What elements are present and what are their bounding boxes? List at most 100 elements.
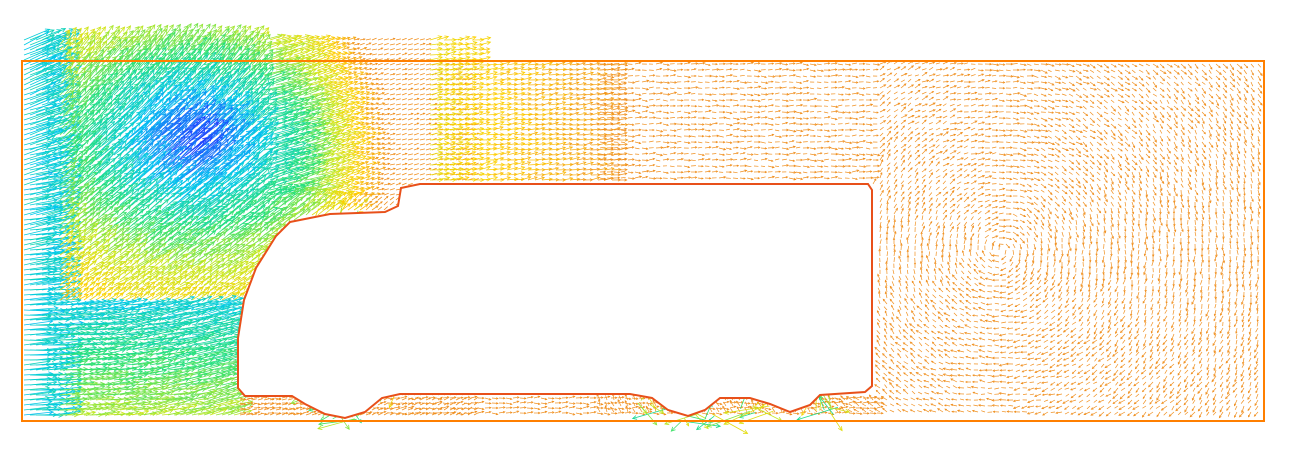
velocity-vector-head [217,78,223,84]
velocity-vector-head [130,61,136,67]
velocity-vector-head [188,28,194,34]
velocity-vector-head [369,72,372,76]
velocity-vector-head [125,64,131,70]
velocity-vector [383,48,389,51]
velocity-vector [29,47,56,61]
velocity-vector [407,37,413,41]
velocity-vector [335,56,346,61]
velocity-vector [365,88,372,91]
velocity-vector [149,34,163,51]
velocity-vector [71,37,84,51]
velocity-vector-head [212,79,218,85]
velocity-vector [401,88,407,91]
velocity-vector-head [152,30,158,36]
velocity-vector [395,168,401,171]
velocity-vector [275,92,296,101]
velocity-vector [203,69,221,91]
velocity-vector-head [318,83,324,88]
velocity-vector-head [311,72,318,77]
velocity-vector-head [265,81,271,87]
velocity-vector-head [352,36,357,40]
velocity-vector [377,78,383,81]
velocity-vector-head [352,61,357,65]
velocity-vector-head [146,29,151,35]
velocity-vector [353,62,363,66]
velocity-vector-head [297,86,303,91]
velocity-vector [401,178,407,181]
velocity-vector [221,78,241,101]
velocity-vector [335,77,348,81]
velocity-vector-head [152,34,158,40]
velocity-vector-head [190,44,196,50]
velocity-vector-head [66,50,72,56]
velocity-vector [329,55,341,61]
velocity-vector-head [236,32,241,38]
velocity-vector-head [129,44,135,50]
velocity-vector [395,178,401,181]
velocity-vector-head [369,87,373,91]
velocity-vector-head [246,65,252,71]
velocity-vector-head [132,69,138,74]
velocity-vector-head [66,37,72,43]
velocity-vector-head [393,73,396,76]
velocity-vector [407,43,413,46]
velocity-vector [413,158,419,161]
velocity-vector [407,62,413,66]
velocity-vector-head [258,67,264,73]
velocity-vector-head [369,67,373,71]
velocity-vector-head [91,34,96,40]
velocity-vector-head [126,25,132,31]
velocity-vector-head [314,35,320,40]
velocity-vector [401,123,407,126]
velocity-vector [395,133,401,136]
velocity-vector [407,167,413,171]
velocity-vector [35,62,61,76]
velocity-vector [365,92,375,96]
velocity-vector [425,53,431,56]
velocity-vector [155,28,168,46]
velocity-vector [359,47,367,51]
velocity-vector-head [251,64,257,70]
velocity-vector [371,87,380,91]
velocity-vector-head [150,69,155,75]
velocity-vector-head [160,44,166,50]
velocity-vector-head [311,68,317,73]
velocity-vector-head [43,62,49,67]
velocity-vector-head [91,30,96,36]
velocity-vector-head [237,45,243,51]
velocity-vector-head [56,29,62,34]
velocity-vector-head [56,73,63,79]
velocity-vector-head [50,47,56,52]
velocity-vector-head [157,27,163,33]
velocity-vector [389,93,395,96]
velocity-vector [455,93,461,96]
velocity-vector-head [175,65,181,71]
velocity-vector [305,63,322,71]
velocity-vector [263,43,281,51]
velocity-vector-head [104,31,110,37]
velocity-vector [395,123,401,126]
velocity-vector [191,63,210,81]
velocity-vector [419,77,425,81]
velocity-vector [287,73,308,81]
velocity-vector-head [264,27,270,33]
velocity-vector-head [162,66,168,72]
velocity-vector-head [250,48,256,54]
velocity-vector-head [269,81,275,87]
velocity-vector-head [255,51,261,57]
velocity-vector-head [56,39,62,45]
velocity-vector-head [100,79,106,85]
velocity-vector-head [166,33,172,39]
velocity-vector [419,167,425,171]
velocity-vector [389,196,395,201]
velocity-vector [389,103,395,106]
velocity-vector [323,85,339,91]
velocity-vector-head [212,29,218,35]
velocity-vector-head [245,47,250,53]
velocity-vector [413,103,419,106]
velocity-vector [413,107,419,111]
velocity-vector-head [202,36,208,42]
velocity-vector-head [360,86,365,90]
velocity-vector [263,40,281,46]
velocity-vector [395,157,401,161]
